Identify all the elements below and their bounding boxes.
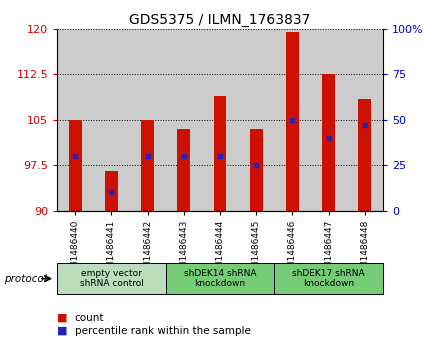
Text: ■: ■ [57,326,68,336]
Bar [141,120,154,211]
Text: ■: ■ [57,313,68,323]
Title: GDS5375 / ILMN_1763837: GDS5375 / ILMN_1763837 [129,13,311,26]
Bar [93,29,129,211]
Bar [250,129,263,211]
Bar [322,74,335,211]
Bar [214,95,226,211]
Bar [166,263,274,294]
Bar [129,29,166,211]
Bar [202,29,238,211]
Text: count: count [75,313,104,323]
Bar [274,263,383,294]
Bar [57,29,93,211]
Bar [347,29,383,211]
Text: shDEK14 shRNA
knockdown: shDEK14 shRNA knockdown [184,269,256,288]
Bar [166,29,202,211]
Bar [57,263,166,294]
Text: protocol: protocol [4,274,47,284]
Bar [311,29,347,211]
Text: percentile rank within the sample: percentile rank within the sample [75,326,251,336]
Text: shDEK17 shRNA
knockdown: shDEK17 shRNA knockdown [292,269,365,288]
Bar [286,32,299,211]
Bar [238,29,274,211]
Bar [359,99,371,211]
Bar [274,29,311,211]
Bar [177,129,190,211]
Bar [69,120,82,211]
Text: empty vector
shRNA control: empty vector shRNA control [80,269,143,288]
Bar [105,171,118,211]
